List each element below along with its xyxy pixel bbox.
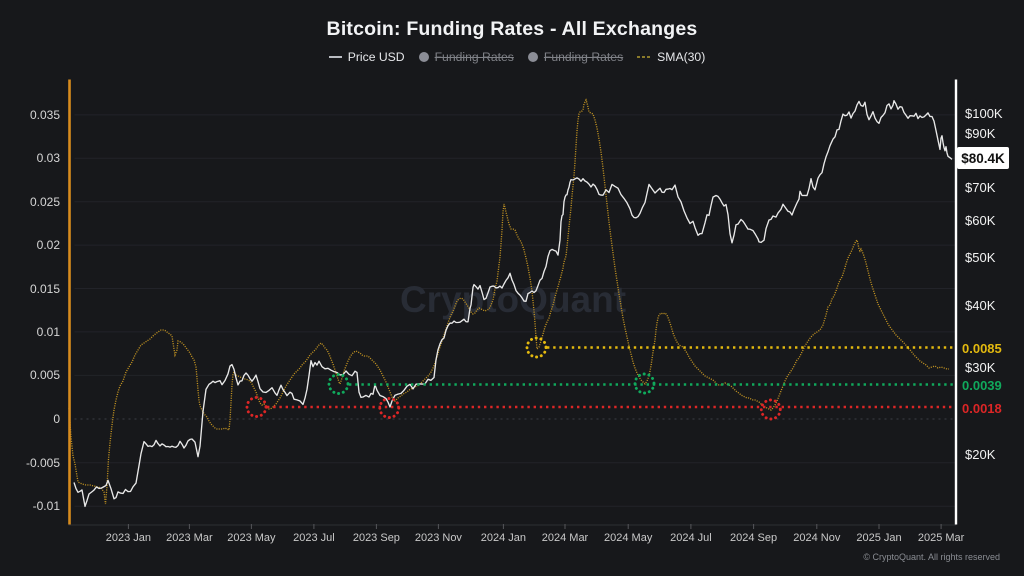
svg-text:$80.4K: $80.4K (961, 151, 1005, 166)
svg-text:CryptoQuant: CryptoQuant (400, 279, 626, 320)
